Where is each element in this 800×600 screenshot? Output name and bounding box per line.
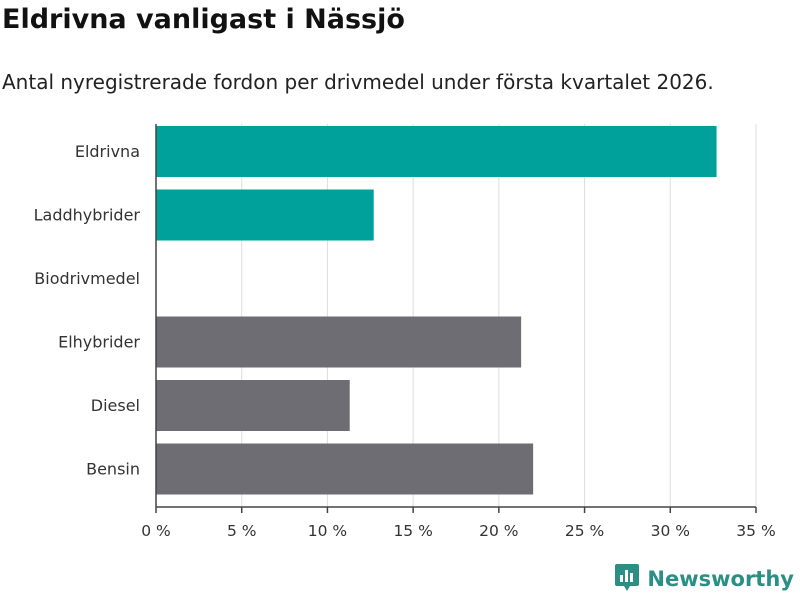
bar-laddhybrider: [156, 189, 374, 241]
x-tick-label: 15 %: [393, 522, 432, 540]
category-label: Eldrivna: [75, 142, 140, 161]
bars: [156, 126, 717, 495]
category-labels: Eldrivna Laddhybrider Biodrivmedel Elhybrid…: [34, 142, 141, 479]
bar-bensin: [156, 443, 534, 495]
category-label: Bensin: [86, 460, 140, 479]
chart-title: Eldrivna vanligast i Nässjö: [2, 4, 405, 35]
chart-subtitle: Antal nyregistrerade fordon per drivmede…: [2, 70, 714, 94]
x-tick-label: 35 %: [736, 522, 775, 540]
x-tick-label: 5 %: [227, 522, 257, 540]
x-tick-label: 0 %: [141, 522, 171, 540]
brand-name: Newsworthy: [647, 567, 794, 591]
category-label: Biodrivmedel: [34, 269, 140, 288]
bar-eldrivna: [156, 126, 717, 177]
x-tick-label: 10 %: [308, 522, 347, 540]
category-label: Elhybrider: [58, 333, 140, 352]
newsworthy-chart-icon: [614, 562, 640, 596]
category-label: Diesel: [91, 396, 140, 415]
x-tick-label: 25 %: [565, 522, 604, 540]
newsworthy-logo: Newsworthy: [614, 562, 794, 596]
x-axis: 0 % 5 % 10 % 15 % 20 % 25 % 30 % 35 %: [141, 124, 776, 540]
bar-diesel: [156, 380, 350, 431]
bar-elhybrider: [156, 316, 522, 368]
gridlines: [241, 124, 757, 507]
x-tick-label: 20 %: [479, 522, 518, 540]
category-label: Laddhybrider: [34, 206, 141, 225]
x-tick-label: 30 %: [651, 522, 690, 540]
